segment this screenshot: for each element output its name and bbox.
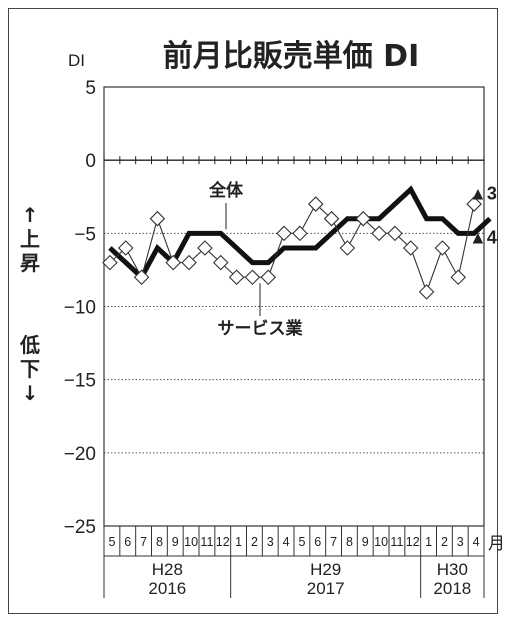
- era-label: H28: [152, 560, 183, 579]
- era-label: H29: [310, 560, 341, 579]
- data-point-diamond: [102, 254, 118, 271]
- month-label: 10: [184, 535, 198, 549]
- data-point-diamond: [418, 284, 435, 300]
- axes: [103, 86, 485, 598]
- y-tick-label: 5: [85, 78, 96, 99]
- era-label: H30: [437, 560, 468, 579]
- grid: [104, 232, 484, 454]
- month-label: 6: [314, 535, 321, 549]
- month-label: 3: [267, 535, 274, 549]
- y-axis-unit: DI: [68, 51, 85, 70]
- chart-frame: [8, 8, 498, 614]
- data-point-diamond: [228, 269, 245, 286]
- data-point-diamond: [276, 225, 292, 242]
- data-point-diamond: [197, 240, 213, 256]
- year-label: 2017: [307, 579, 345, 598]
- month-label: 1: [235, 535, 242, 549]
- data-point-diamond: [212, 254, 229, 271]
- y-tick-label: −5: [74, 224, 96, 245]
- y-tick-label: −15: [64, 371, 96, 392]
- month-label: 3: [457, 535, 464, 549]
- data-point-diamond: [117, 240, 134, 256]
- side-label-up-char: ↑: [22, 203, 39, 227]
- y-tick-label: 0: [85, 151, 96, 172]
- month-label: 11: [200, 535, 213, 549]
- data-point-diamond: [244, 269, 261, 286]
- chart-title: 前月比販売単価 DI: [163, 39, 420, 74]
- year-label: 2016: [148, 579, 186, 598]
- month-label: 5: [298, 535, 305, 549]
- month-label: 8: [346, 535, 353, 549]
- month-label: 6: [124, 535, 131, 549]
- data-point-diamond: [260, 269, 277, 286]
- side-label-down-char: ↓: [22, 381, 39, 405]
- data-point-diamond: [355, 210, 372, 227]
- month-label: 12: [216, 535, 230, 549]
- y-tick-labels: 5 0 −5 −10 −15 −20 −25: [64, 78, 96, 538]
- data-point-diamond: [371, 225, 387, 242]
- year-label: 2018: [433, 579, 471, 598]
- side-label-up-char: 上: [20, 227, 40, 251]
- series-layer: [102, 185, 492, 300]
- end-value-service: ▲3: [469, 183, 497, 203]
- end-value-overall: ▲4: [469, 227, 497, 247]
- data-point-diamond: [181, 254, 197, 271]
- y-tick-label: −25: [64, 517, 96, 538]
- month-label: 1: [425, 535, 432, 549]
- side-label-down-char: 低: [19, 333, 40, 357]
- y-tick-label: −20: [64, 444, 96, 465]
- month-unit-label: 月: [488, 534, 505, 553]
- month-label: 12: [406, 535, 420, 549]
- data-point-diamond: [165, 254, 182, 271]
- series-line-service: [109, 203, 475, 294]
- month-label: 9: [362, 535, 369, 549]
- month-label: 8: [156, 535, 163, 549]
- y-tick-label: −10: [64, 298, 96, 319]
- data-point-diamond: [387, 225, 403, 242]
- data-point-diamond: [466, 196, 482, 212]
- data-point-diamond: [323, 210, 340, 227]
- month-label: 5: [108, 535, 115, 549]
- data-point-diamond: [133, 269, 150, 286]
- month-label: 4: [283, 535, 290, 549]
- data-point-diamond: [149, 210, 166, 227]
- month-label: 10: [374, 535, 388, 549]
- series-label-overall: 全体: [208, 180, 244, 201]
- month-label: 2: [251, 535, 258, 549]
- data-point-diamond: [434, 240, 451, 256]
- x-tick-labels: 5 6 7 8 9 10 11 12 1 2 3 4 5 6 7 8 9 10 11 12 1 2 3 4H282016H29…: [108, 535, 479, 598]
- month-label: 9: [172, 535, 179, 549]
- data-point-diamond: [402, 240, 419, 256]
- month-label: 7: [140, 535, 147, 549]
- month-label: 2: [441, 535, 448, 549]
- side-label-up-char: 昇: [20, 251, 40, 275]
- data-point-diamond: [339, 240, 356, 256]
- month-label: 11: [390, 535, 403, 549]
- month-label: 7: [330, 535, 337, 549]
- data-point-diamond: [292, 225, 308, 242]
- data-point-diamond: [307, 196, 324, 212]
- side-label-down-char: 下: [20, 357, 40, 381]
- series-label-service: サービス業: [218, 318, 303, 339]
- month-label: 4: [473, 535, 480, 549]
- data-point-diamond: [450, 269, 467, 286]
